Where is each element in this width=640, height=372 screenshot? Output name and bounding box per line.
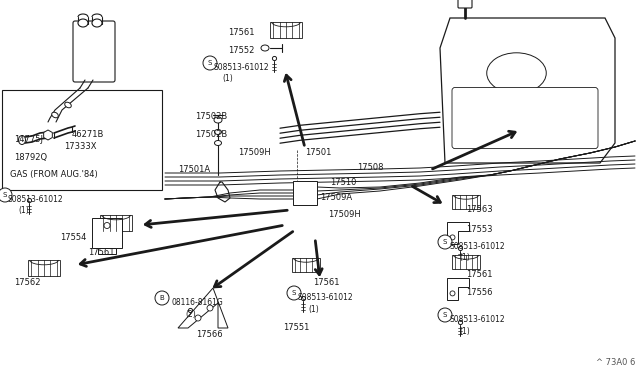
Bar xyxy=(270,22,302,38)
Ellipse shape xyxy=(261,45,269,51)
Text: 17553: 17553 xyxy=(466,225,493,234)
Text: (1): (1) xyxy=(459,327,470,336)
Text: 18792Q: 18792Q xyxy=(14,153,47,162)
Text: 17509H: 17509H xyxy=(238,148,271,157)
Text: (1): (1) xyxy=(459,253,470,262)
Polygon shape xyxy=(178,288,228,328)
Text: (2): (2) xyxy=(185,310,196,319)
Text: S: S xyxy=(443,312,447,318)
Bar xyxy=(98,248,116,254)
Circle shape xyxy=(450,235,455,240)
Text: 17502B: 17502B xyxy=(195,130,227,139)
Text: 17551: 17551 xyxy=(283,323,309,332)
Text: 17554: 17554 xyxy=(60,233,86,242)
Ellipse shape xyxy=(214,141,221,145)
FancyBboxPatch shape xyxy=(458,0,472,8)
Circle shape xyxy=(287,286,301,300)
Circle shape xyxy=(207,305,213,311)
Text: S08513-61012: S08513-61012 xyxy=(298,293,354,302)
Circle shape xyxy=(0,188,12,202)
Text: 17508: 17508 xyxy=(357,163,383,172)
Text: S: S xyxy=(208,60,212,66)
Text: 46271B: 46271B xyxy=(72,130,104,139)
Text: B: B xyxy=(159,295,164,301)
FancyBboxPatch shape xyxy=(452,87,598,148)
Text: 17552: 17552 xyxy=(228,46,254,55)
Text: (1): (1) xyxy=(18,206,29,215)
Bar xyxy=(78,17,88,25)
Text: S: S xyxy=(443,239,447,245)
Text: 17561: 17561 xyxy=(466,270,493,279)
Ellipse shape xyxy=(214,129,221,135)
Bar xyxy=(293,181,317,205)
Text: 17561: 17561 xyxy=(313,278,339,287)
Text: 14775J: 14775J xyxy=(14,135,43,144)
Circle shape xyxy=(104,222,110,228)
Ellipse shape xyxy=(487,53,547,93)
Text: S08513-61012: S08513-61012 xyxy=(213,63,269,72)
Text: 17502B: 17502B xyxy=(195,112,227,121)
Ellipse shape xyxy=(92,19,102,27)
Polygon shape xyxy=(440,18,615,163)
Text: (1): (1) xyxy=(308,305,319,314)
Text: 17556: 17556 xyxy=(466,288,493,297)
Bar xyxy=(292,258,320,272)
Text: 17561: 17561 xyxy=(88,248,115,257)
Text: GAS (FROM AUG.'84): GAS (FROM AUG.'84) xyxy=(10,170,98,179)
Text: S: S xyxy=(292,290,296,296)
Ellipse shape xyxy=(65,102,71,108)
Bar xyxy=(2,90,162,190)
Text: 17501A: 17501A xyxy=(178,165,210,174)
Bar xyxy=(92,17,102,25)
Circle shape xyxy=(195,315,201,321)
Text: ^ 73A0 6: ^ 73A0 6 xyxy=(596,358,635,367)
Ellipse shape xyxy=(214,117,222,123)
FancyBboxPatch shape xyxy=(73,21,115,82)
Text: S08513-61012: S08513-61012 xyxy=(8,195,63,204)
Circle shape xyxy=(203,56,217,70)
Text: 17510: 17510 xyxy=(330,178,356,187)
Bar xyxy=(28,260,60,276)
Text: 17509H: 17509H xyxy=(328,210,361,219)
Polygon shape xyxy=(447,278,469,300)
Text: S08513-61012: S08513-61012 xyxy=(449,242,504,251)
Polygon shape xyxy=(447,222,469,244)
Bar xyxy=(100,215,132,231)
Text: 17333X: 17333X xyxy=(64,142,97,151)
Circle shape xyxy=(450,291,455,296)
Ellipse shape xyxy=(52,112,58,118)
Text: 17566: 17566 xyxy=(196,330,223,339)
Ellipse shape xyxy=(78,19,88,27)
Polygon shape xyxy=(44,130,52,140)
Text: 17509A: 17509A xyxy=(320,193,352,202)
Circle shape xyxy=(155,291,169,305)
Circle shape xyxy=(438,308,452,322)
Text: S08513-61012: S08513-61012 xyxy=(449,315,504,324)
Text: 17561: 17561 xyxy=(228,28,255,37)
Text: S: S xyxy=(3,192,7,198)
Text: 08116-8161G: 08116-8161G xyxy=(172,298,224,307)
Ellipse shape xyxy=(19,135,26,144)
Text: 17563: 17563 xyxy=(466,205,493,214)
Circle shape xyxy=(438,235,452,249)
Text: 17501: 17501 xyxy=(305,148,332,157)
Bar xyxy=(452,195,480,209)
Text: 17562: 17562 xyxy=(14,278,40,287)
Text: (1): (1) xyxy=(222,74,233,83)
Bar xyxy=(92,218,122,248)
Bar xyxy=(452,255,480,269)
